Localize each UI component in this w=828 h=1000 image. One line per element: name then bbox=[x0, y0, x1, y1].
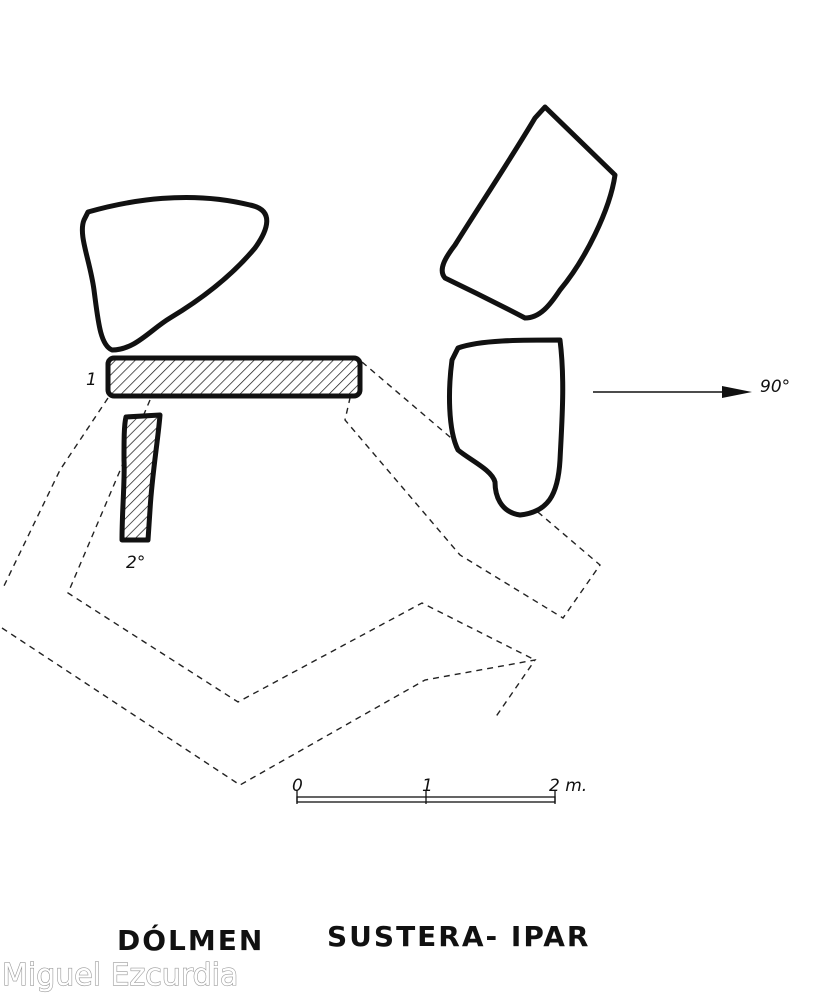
orientation-label: 90° bbox=[760, 377, 790, 397]
dashed-outline-middle bbox=[67, 399, 536, 703]
dashed-outline-left-inner bbox=[1, 627, 537, 786]
stone-label-2: 2° bbox=[126, 553, 145, 573]
scale-bar bbox=[296, 790, 556, 804]
orientation-arrow bbox=[593, 386, 752, 398]
slab-1 bbox=[105, 355, 363, 399]
credit-watermark: Miguel Ezcurdia bbox=[2, 958, 238, 993]
scale-tick-1: 1 bbox=[422, 776, 433, 796]
stone-label-1: 1 bbox=[86, 370, 97, 390]
title-word-2: SUSTERA- IPAR bbox=[327, 920, 591, 953]
slab-2 bbox=[119, 412, 163, 543]
scale-tick-2: 2 m. bbox=[549, 776, 587, 796]
stone-top-right bbox=[439, 104, 618, 321]
stone-middle-right bbox=[447, 337, 566, 518]
stone-top-left bbox=[79, 194, 270, 353]
title-word-1: DÓLMEN bbox=[117, 923, 264, 957]
dashed-outline-outer bbox=[1, 397, 109, 591]
scale-tick-0: 0 bbox=[292, 776, 303, 796]
